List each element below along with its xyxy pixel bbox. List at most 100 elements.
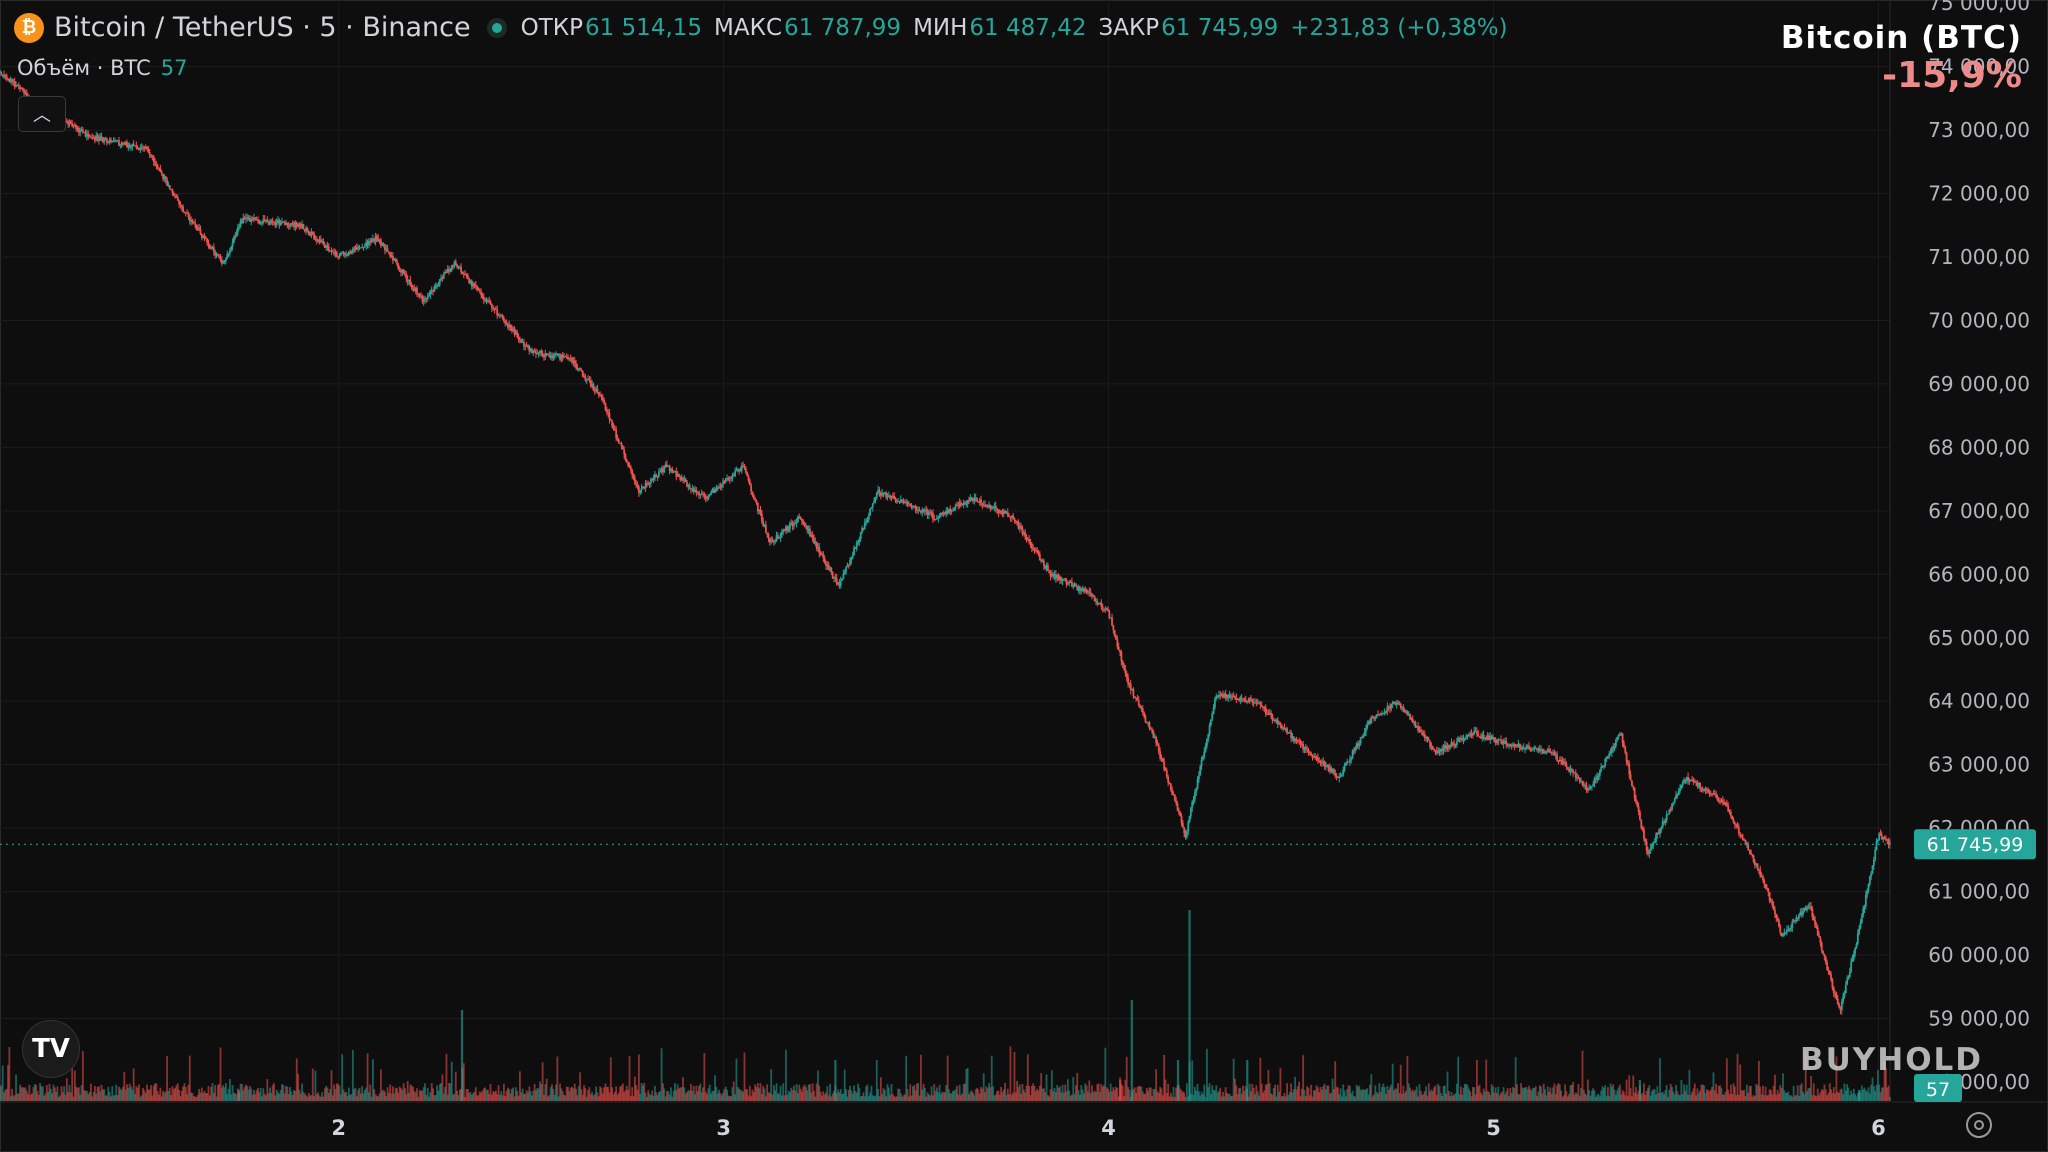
candle-body: [1181, 822, 1184, 828]
candle-body: [1550, 752, 1553, 754]
volume-bar: [754, 1084, 757, 1101]
candle-body: [1649, 848, 1652, 851]
volume-bar: [7, 1065, 9, 1101]
market-status-icon[interactable]: [486, 17, 507, 38]
candle-body: [1772, 905, 1775, 910]
volume-bar: [1164, 1079, 1167, 1101]
last-volume-badge[interactable]: [1914, 1074, 1962, 1102]
candle-body: [1552, 752, 1554, 754]
volume-bar: [1006, 1088, 1009, 1101]
candle-body: [1496, 739, 1498, 744]
volume-bar: [1665, 1085, 1668, 1101]
volume-bar: [708, 1084, 711, 1101]
symbol-title[interactable]: Bitcoin / TetherUS · 5 · Binance: [54, 12, 471, 43]
volume-bar: [1529, 1088, 1532, 1101]
candle-body: [1270, 712, 1272, 715]
volume-bar: [1735, 1095, 1738, 1101]
symbol-header: ₿ Bitcoin / TetherUS · 5 · Binance ОТКР 6…: [14, 12, 1508, 43]
candle-body: [647, 484, 650, 486]
candle-body: [878, 489, 881, 493]
tradingview-logo[interactable]: TV: [22, 1020, 80, 1078]
candle-body: [1439, 748, 1442, 752]
volume-bar: [937, 1092, 940, 1101]
volume-bar: [1270, 1093, 1272, 1101]
candle-body: [928, 512, 930, 516]
volume-bar: [1478, 1084, 1481, 1101]
candle-body: [982, 504, 985, 506]
volume-bar: [380, 1069, 382, 1101]
candle-body: [1234, 696, 1236, 698]
volume-bar: [879, 1077, 882, 1101]
volume-bar: [843, 1069, 846, 1101]
volume-bar: [1612, 1084, 1615, 1101]
volume-bar: [1002, 1089, 1005, 1101]
price-tick-label: 75 000,00: [1928, 0, 2030, 15]
candle-body: [997, 510, 1000, 513]
candle-body: [529, 349, 532, 352]
volume-bar: [1521, 1087, 1524, 1101]
settings-gear-icon[interactable]: [1966, 1112, 1992, 1138]
volume-bar: [1756, 1085, 1759, 1101]
volume-legend[interactable]: Объём · BTC 57: [17, 56, 188, 80]
volume-bar: [338, 1085, 341, 1101]
candle-body: [21, 87, 24, 90]
candle-body: [1276, 719, 1279, 725]
candle-body: [414, 287, 417, 291]
candle-body: [227, 253, 230, 255]
candle-body: [359, 247, 362, 249]
last-price-badge[interactable]: [1914, 829, 2036, 860]
candle-body: [1819, 937, 1822, 943]
volume-bar: [476, 1095, 479, 1101]
candle-body: [1689, 779, 1692, 781]
volume-bar: [683, 1087, 686, 1101]
volume-bar: [1443, 1085, 1446, 1101]
candle-body: [1505, 740, 1508, 745]
candle-body: [794, 523, 797, 525]
candle-body: [1677, 791, 1680, 796]
collapse-legend-button[interactable]: ︿: [18, 96, 66, 132]
candle-body: [1469, 734, 1472, 736]
volume-bar: [1886, 1087, 1889, 1101]
volume-bar: [196, 1094, 199, 1101]
candle-body: [1467, 734, 1470, 736]
candle-body: [1653, 841, 1656, 843]
candle-body: [1177, 810, 1180, 812]
volume-bar: [1390, 1084, 1393, 1101]
volume-bar: [1486, 1090, 1489, 1101]
candle-body: [718, 486, 720, 489]
candle-body: [202, 236, 205, 238]
volume-bar: [1691, 1092, 1693, 1101]
candle-body: [1002, 510, 1005, 514]
candle-body: [65, 121, 68, 123]
candle-body: [331, 251, 334, 253]
volume-bar: [1083, 1093, 1085, 1101]
volume-bar: [1326, 1085, 1329, 1101]
volume-bar: [1592, 1088, 1595, 1101]
candle-body: [339, 253, 342, 256]
volume-bar: [1596, 1094, 1599, 1101]
volume-bar: [809, 1084, 811, 1101]
candle-body: [136, 147, 139, 150]
candle-body: [490, 304, 493, 308]
candle-body: [1846, 979, 1849, 985]
candle-body: [1530, 749, 1533, 751]
volume-bar: [1740, 1090, 1743, 1101]
candle-body: [714, 490, 716, 493]
candle-body: [567, 357, 569, 360]
candle-body: [1371, 716, 1374, 718]
volume-bar: [1054, 1092, 1057, 1101]
candle-body: [1871, 865, 1874, 874]
volume-bar: [382, 1089, 385, 1101]
candle-body: [1434, 749, 1437, 752]
candle-body: [942, 512, 945, 515]
bitcoin-icon[interactable]: ₿: [14, 12, 44, 43]
candle-body: [1779, 926, 1782, 933]
volume-bar: [1508, 1096, 1510, 1101]
candle-body: [1584, 785, 1587, 787]
volume-bar: [1621, 1090, 1624, 1101]
candle-body: [656, 476, 659, 478]
